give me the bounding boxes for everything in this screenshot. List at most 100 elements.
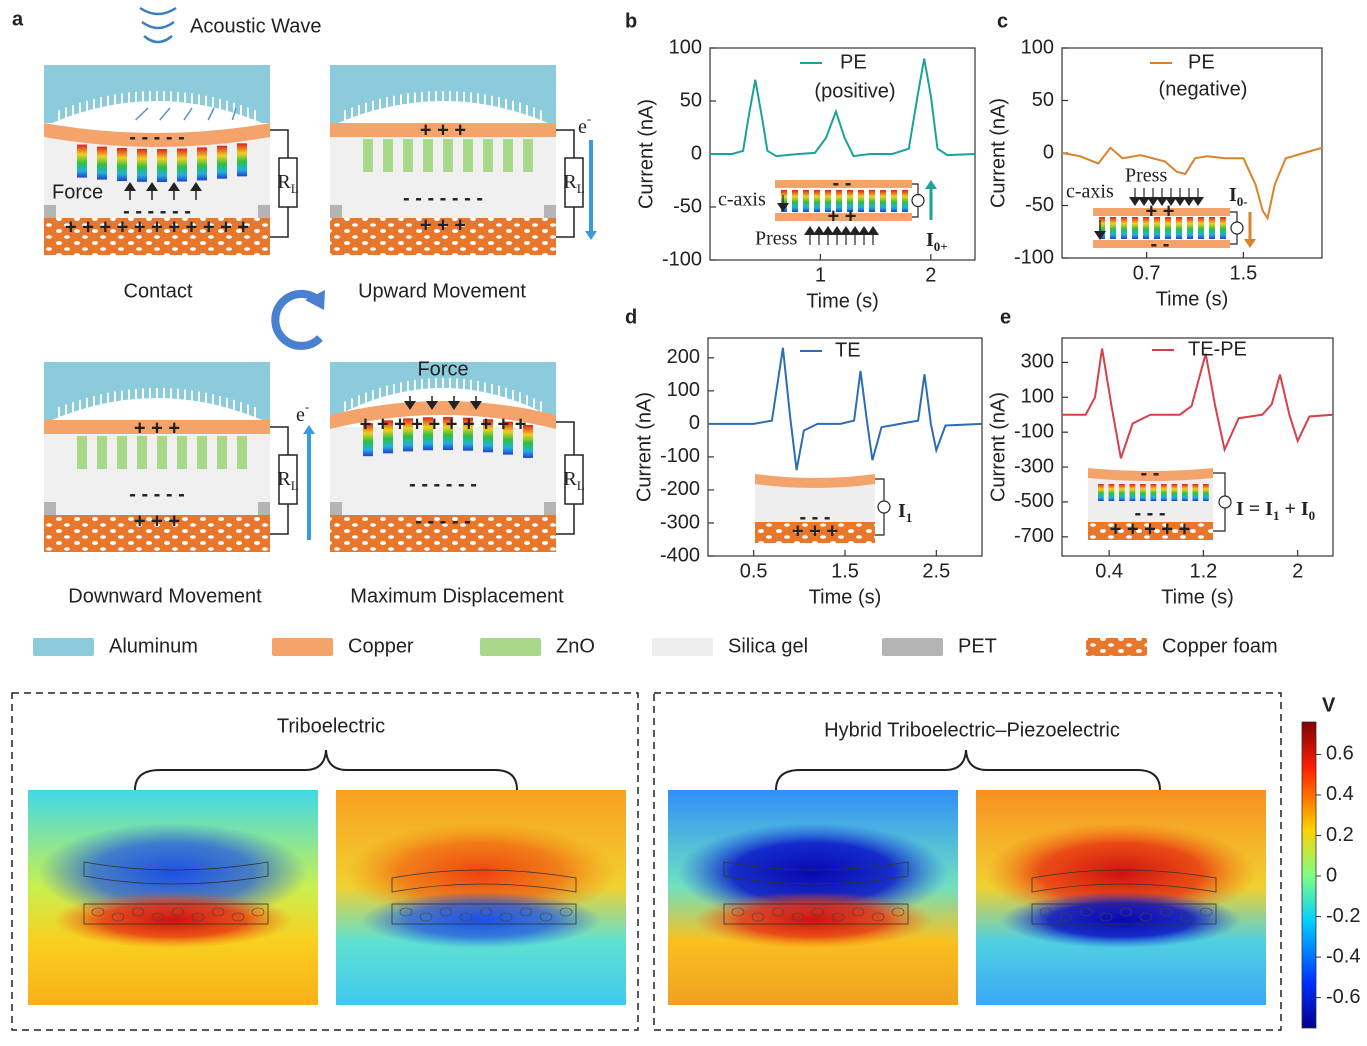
zno-bar — [443, 139, 453, 172]
zno-bar — [1119, 484, 1125, 501]
zno-bar — [217, 145, 227, 179]
colorbar-tick-label: -0.2 — [1326, 905, 1360, 927]
arrow-head — [777, 203, 789, 212]
silica-gel — [755, 484, 875, 522]
pore-outline — [771, 907, 785, 917]
pore-outline — [539, 912, 553, 922]
zno-bar — [137, 148, 147, 182]
panel-label: e — [1000, 306, 1011, 328]
pore-outline — [519, 907, 533, 917]
copper-foam — [44, 218, 270, 255]
wave-arc — [141, 20, 175, 30]
zno-bar — [891, 190, 898, 212]
zno-bar — [117, 436, 127, 469]
resistor — [278, 454, 298, 505]
resistor-label-sub: L — [291, 181, 299, 196]
zno-bar — [503, 421, 513, 455]
pet — [258, 205, 270, 218]
electron-label-main: e — [296, 404, 305, 426]
electron-label-main: e — [578, 116, 587, 138]
wave-ray — [159, 107, 171, 121]
cell-caption: Downward Movement — [68, 585, 262, 607]
legend-label: Aluminum — [109, 635, 198, 657]
wave-arc — [139, 6, 177, 16]
pore-outline — [811, 907, 825, 917]
copper — [44, 123, 270, 147]
zno-bar — [483, 419, 493, 453]
pet — [44, 502, 56, 515]
copper — [775, 213, 912, 221]
pore-outline — [751, 912, 765, 922]
zno-bar — [117, 148, 127, 182]
x-tick-label: 1.5 — [1229, 262, 1257, 284]
series-line — [708, 347, 983, 471]
arrow-head — [303, 425, 315, 434]
copper — [330, 123, 556, 137]
y-tick-label: -100 — [660, 445, 700, 467]
colorbar-tick-label: 0.6 — [1326, 743, 1354, 765]
legend-label: PE — [840, 51, 867, 73]
resistor-label-main: R — [277, 468, 291, 490]
arrow-head — [849, 226, 861, 235]
arrow-head — [925, 180, 937, 189]
pore-outline — [191, 912, 205, 922]
zno-bar — [177, 436, 187, 469]
panel-label: d — [625, 306, 637, 328]
pore-outline — [1139, 912, 1153, 922]
arrow-head — [804, 226, 816, 235]
field-lobe — [53, 892, 293, 948]
y-axis-label: Current (nA) — [633, 392, 655, 502]
zno-bar — [825, 190, 832, 212]
legend-swatch — [652, 638, 713, 656]
zno-bar — [1140, 484, 1146, 501]
legend-label: Copper foam — [1162, 635, 1278, 657]
zno-bar — [792, 190, 799, 212]
pet — [44, 205, 56, 218]
pore-outline — [479, 907, 493, 917]
x-tick-label: 1.5 — [831, 560, 859, 582]
pore-outline — [1039, 907, 1053, 917]
zno-bar — [1098, 484, 1104, 501]
resistor-label: RL — [277, 468, 298, 494]
copper — [44, 420, 270, 434]
zno-bar — [1192, 484, 1199, 501]
pore-outline — [871, 912, 885, 922]
group-frame — [11, 692, 639, 1031]
zno-bar — [1143, 217, 1150, 239]
y-tick-label: 50 — [680, 89, 702, 111]
resistor-label: RL — [563, 468, 584, 494]
zno-bar — [1129, 484, 1136, 501]
y-tick-label: -300 — [1014, 455, 1054, 477]
ammeter — [1218, 495, 1232, 509]
zno-bar — [836, 190, 843, 212]
y-tick-label: 100 — [669, 36, 702, 58]
copper-foam — [755, 522, 875, 543]
resistor-label: RL — [563, 171, 584, 197]
arrow-head — [1147, 197, 1159, 206]
copper — [330, 401, 556, 429]
wave-ray — [231, 107, 237, 121]
current-sub: 1 — [906, 510, 913, 525]
arrow-head — [858, 226, 870, 235]
force-label: Force — [417, 358, 468, 380]
cell-caption: Contact — [124, 280, 193, 302]
field-lobe — [361, 892, 601, 948]
arrow-head — [1183, 197, 1195, 206]
aluminum-dome — [338, 101, 548, 123]
arrow-head — [448, 401, 460, 410]
plate-outline — [723, 861, 909, 885]
x-tick-label: 0.7 — [1133, 262, 1161, 284]
copper-foam — [330, 515, 556, 552]
pore-outline — [1159, 907, 1173, 917]
pore-outline — [231, 912, 245, 922]
zno-bar — [1110, 217, 1117, 239]
zno-bar — [847, 190, 854, 212]
arrow-head — [1174, 197, 1186, 206]
cycle-arrow — [271, 289, 323, 350]
colorbar-tick-label: 0 — [1326, 864, 1337, 886]
plate-outline — [1031, 869, 1217, 893]
current-sub: 1 — [1273, 508, 1280, 523]
panel-label: c — [997, 10, 1008, 32]
zno-bar — [97, 146, 107, 180]
axis-note: c-axis — [1066, 181, 1114, 203]
